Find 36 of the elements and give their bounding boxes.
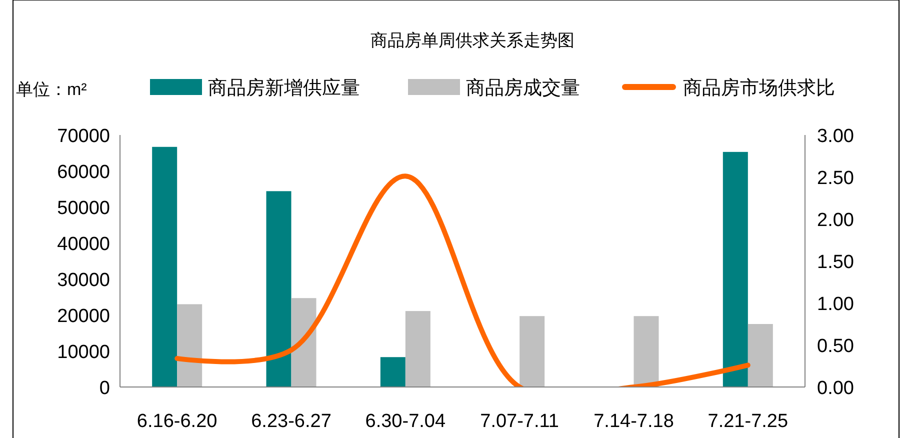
y2-tick-label: 0.00 (817, 378, 854, 399)
bar (405, 311, 430, 387)
y2-tick-label: 0.50 (817, 336, 854, 357)
x-tick-label: 6.23-6.27 (251, 411, 332, 432)
legend-label: 商品房成交量 (466, 77, 580, 99)
y2-tick-label: 1.50 (817, 252, 854, 273)
bar (152, 146, 178, 387)
x-tick-label: 6.16-6.20 (136, 411, 218, 432)
bar (291, 298, 316, 387)
x-tick-label: 7.07-7.11 (480, 411, 560, 432)
x-tick-label: 7.21-7.25 (708, 411, 788, 432)
y-tick-label: 70000 (57, 126, 110, 147)
y-tick-label: 40000 (57, 234, 110, 255)
bar (520, 316, 545, 387)
y-axis-title: 单位：m² (16, 80, 88, 99)
y2-tick-label: 2.50 (817, 168, 854, 189)
bar (380, 357, 406, 387)
y-tick-label: 30000 (57, 270, 110, 291)
legend-label: 商品房新增供应量 (208, 77, 360, 99)
x-tick-label: 6.30-7.04 (365, 411, 446, 432)
y-tick-label: 60000 (57, 162, 110, 183)
y2-tick-label: 2.00 (817, 210, 854, 231)
bar (748, 324, 773, 387)
x-tick-label: 7.14-7.18 (594, 411, 674, 432)
y2-tick-label: 1.00 (817, 294, 854, 315)
y-tick-label: 50000 (57, 198, 110, 219)
y-tick-label: 20000 (57, 306, 110, 327)
legend-label: 商品房市场供求比 (683, 77, 835, 99)
bar (177, 304, 202, 387)
y2-tick-label: 3.00 (817, 126, 854, 147)
y-tick-label: 10000 (57, 342, 110, 363)
chart-title: 商品房单周供求关系走势图 (370, 31, 574, 50)
bar (722, 152, 748, 387)
y-tick-label: 0 (99, 378, 110, 399)
bar (634, 316, 659, 387)
bar (266, 191, 292, 387)
